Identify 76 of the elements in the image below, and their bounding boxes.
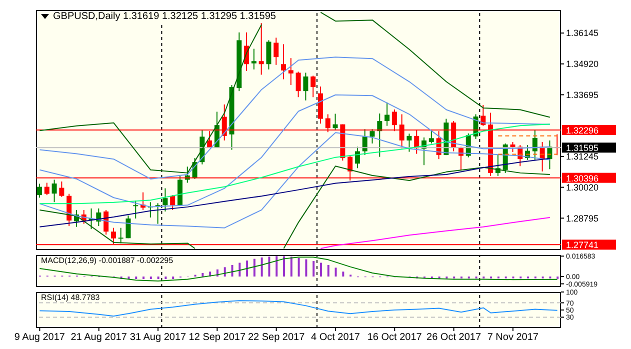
line-series [39,256,558,282]
ref-line-label: 1.32296 [566,125,599,136]
candlestick [370,128,375,144]
candlestick [428,130,434,144]
x-tick-label: 12 Sep 2017 [188,332,246,344]
candlestick [377,113,382,158]
line-series [39,24,262,174]
candlestick [251,48,256,70]
bar [276,256,278,277]
bar [238,262,241,277]
bar [290,256,292,277]
candlestick [37,183,42,198]
y-tick-label: 1.30020 [566,182,599,192]
candlestick [155,202,160,224]
y-tick-label: 1.33695 [566,90,599,100]
bar [327,264,330,277]
line-series [39,124,550,204]
x-tick-label: 16 Oct 2017 [367,332,422,344]
line-series [39,56,550,180]
candlestick [362,128,368,156]
candlestick [52,179,57,203]
y-tick-label: 1.31245 [566,152,599,162]
candlestick [384,102,390,126]
x-tick-label: 31 Aug 2017 [130,332,187,344]
candlestick [44,182,50,196]
x-tick-label: 22 Sep 2017 [248,332,306,344]
x-tick-label: 7 Nov 2017 [487,332,539,344]
candlestick [310,75,316,98]
candlestick [303,72,308,101]
bar [305,259,308,277]
candlestick [118,227,124,244]
chart-title: MACD(12,26,9) -0.001887 -0.002295 [41,256,174,265]
line-series [320,217,550,249]
line-series [320,12,550,118]
y-tick-label: 1.36145 [566,28,599,38]
candlestick [532,129,538,160]
bar [334,268,337,277]
bar [246,260,248,277]
candlestick [258,22,264,76]
candlestick [126,215,131,239]
candlestick [406,133,412,152]
bar [253,258,256,277]
chart-title: RSI(14) 48.7783 [41,293,100,302]
candlestick [266,40,272,70]
x-tick-label: 4 Oct 2017 [311,332,360,344]
bar [312,261,315,277]
y-tick-label: 1.34920 [566,59,599,70]
candlestick [170,194,176,210]
bar [202,272,204,277]
bar [283,256,286,277]
x-tick-label: 9 Aug 2017 [14,332,66,344]
bar [298,258,300,277]
y-tick-label: 1.28795 [566,213,599,224]
candlestick [288,58,294,86]
bar [320,262,322,277]
candlestick [274,37,279,66]
x-tick-label: 21 Aug 2017 [70,332,128,344]
line-series [39,209,196,249]
bar [260,257,263,277]
bar [231,264,234,277]
ref-line-label: 1.31595 [566,143,599,154]
candlestick [162,188,168,212]
line-series [39,300,558,317]
candlestick [510,141,516,153]
candlestick [59,181,64,198]
candlestick [296,71,301,98]
candlestick [281,44,286,80]
bar [342,272,344,277]
ref-line-label: 1.30396 [566,173,599,184]
chart-title: GBPUSD,Daily 1.31619 1.32125 1.31295 1.31595 [53,11,276,22]
candlestick [332,113,338,130]
candlestick [133,200,138,220]
ref-line-label: 1.27741 [566,240,599,250]
x-tick-label: 26 Oct 2017 [426,332,482,344]
bar [268,256,270,277]
line-series [283,166,550,249]
